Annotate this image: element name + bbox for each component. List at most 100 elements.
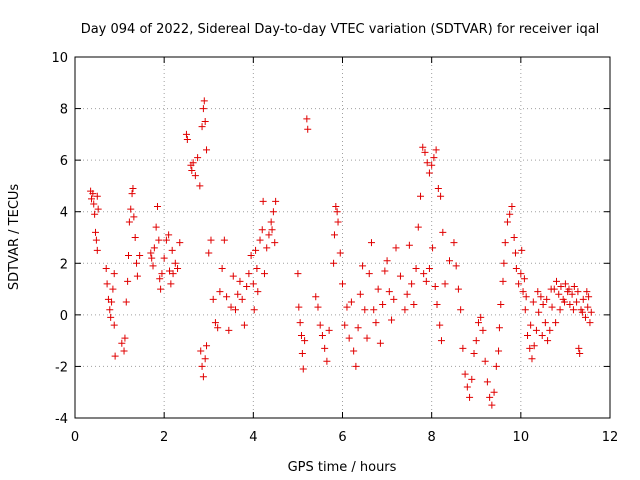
- data-point: [524, 331, 532, 339]
- data-point: [200, 97, 208, 105]
- data-point: [165, 231, 173, 239]
- data-point: [106, 306, 114, 314]
- data-point: [419, 143, 427, 151]
- data-point: [390, 295, 398, 303]
- data-point: [437, 192, 445, 200]
- data-point: [341, 321, 349, 329]
- data-point: [334, 218, 342, 226]
- data-point: [120, 347, 128, 355]
- data-point: [304, 125, 312, 133]
- data-point: [153, 203, 161, 211]
- data-point: [102, 264, 110, 272]
- data-point: [396, 272, 404, 280]
- data-point: [133, 259, 141, 267]
- data-point: [199, 105, 207, 113]
- data-point: [586, 319, 594, 327]
- data-point: [520, 275, 528, 283]
- data-point: [547, 285, 555, 293]
- data-point: [553, 277, 560, 285]
- data-point: [546, 326, 554, 334]
- data-point: [388, 316, 396, 324]
- data-point: [461, 370, 469, 378]
- data-point: [93, 192, 101, 200]
- data-point: [258, 226, 266, 234]
- data-point: [495, 324, 503, 332]
- data-point: [579, 295, 587, 303]
- data-point: [403, 290, 411, 298]
- data-point: [454, 285, 462, 293]
- data-point: [401, 306, 409, 314]
- data-point: [581, 313, 589, 321]
- data-point: [131, 234, 139, 241]
- y-tick-label: 2: [60, 257, 68, 272]
- data-point: [526, 344, 534, 352]
- data-point: [166, 267, 174, 275]
- data-point: [446, 257, 453, 265]
- data-point: [570, 282, 578, 290]
- data-point: [271, 239, 279, 247]
- data-point: [263, 244, 271, 252]
- data-point: [522, 293, 530, 301]
- data-point: [565, 285, 573, 293]
- data-point: [243, 282, 251, 290]
- data-point: [361, 306, 369, 314]
- data-point: [535, 308, 543, 316]
- data-point: [495, 347, 503, 355]
- data-point: [350, 347, 358, 355]
- data-point: [347, 298, 355, 306]
- data-point: [299, 365, 307, 373]
- data-point: [92, 236, 100, 244]
- data-point: [110, 321, 118, 329]
- data-point: [568, 290, 576, 298]
- data-point: [109, 285, 117, 293]
- data-point: [468, 375, 476, 383]
- data-point: [118, 339, 126, 347]
- data-point: [359, 262, 367, 270]
- data-point: [316, 321, 324, 329]
- data-point: [544, 337, 552, 345]
- data-point: [372, 319, 380, 327]
- data-point: [374, 285, 382, 293]
- y-tick-label: 4: [60, 206, 68, 221]
- data-point: [125, 252, 132, 260]
- data-point: [452, 262, 460, 270]
- data-point: [197, 347, 205, 355]
- y-tick-label: 10: [51, 51, 68, 66]
- data-point: [127, 205, 135, 213]
- data-point: [129, 185, 137, 193]
- data-point: [410, 301, 418, 309]
- data-point: [517, 270, 525, 278]
- x-axis-label: GPS time / hours: [288, 460, 397, 475]
- data-point: [417, 192, 425, 200]
- y-tick-label: 6: [60, 154, 68, 169]
- data-point: [506, 210, 514, 218]
- data-point: [312, 293, 320, 301]
- data-point: [174, 264, 182, 272]
- data-point: [198, 123, 206, 131]
- data-point: [252, 246, 260, 254]
- data-point: [298, 350, 306, 358]
- data-point: [556, 306, 564, 314]
- data-point: [490, 388, 498, 396]
- data-point: [459, 344, 467, 352]
- data-point: [501, 239, 509, 247]
- data-point: [199, 373, 207, 381]
- data-point: [330, 231, 338, 239]
- data-point: [379, 301, 387, 309]
- data-point: [343, 303, 351, 311]
- data-point: [259, 197, 267, 205]
- data-point: [420, 270, 428, 278]
- data-point: [432, 146, 440, 154]
- data-point: [365, 270, 373, 278]
- data-point: [497, 301, 505, 309]
- data-point: [158, 270, 166, 278]
- data-point: [245, 270, 253, 278]
- data-point: [249, 280, 257, 288]
- data-point: [211, 319, 219, 327]
- data-point: [194, 154, 202, 162]
- data-point: [156, 275, 164, 283]
- data-point: [367, 239, 375, 247]
- axis-ticks: 0 2 4 6 8 10 12 -4 -2 0 2 4 6 8 10: [51, 51, 618, 445]
- data-point: [433, 301, 441, 309]
- data-point: [227, 303, 235, 311]
